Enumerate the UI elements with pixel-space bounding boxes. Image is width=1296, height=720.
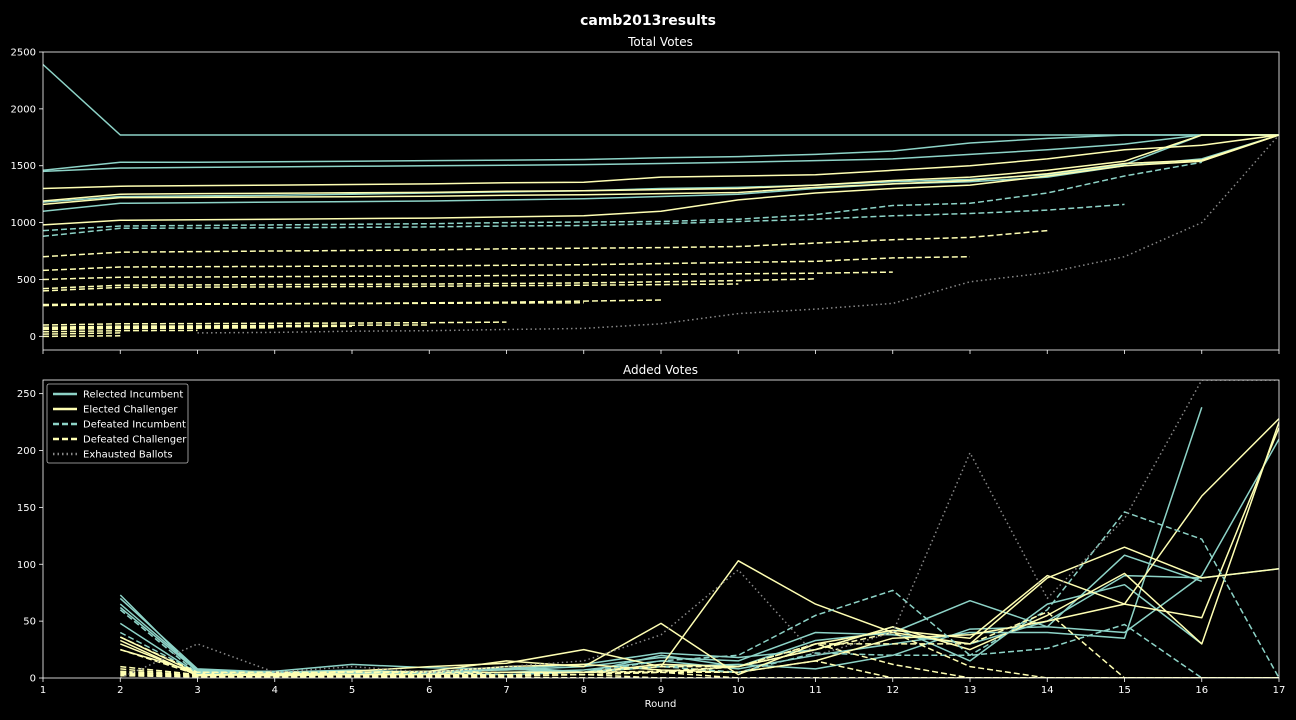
figure-title: camb2013results	[580, 13, 716, 29]
x-tick-label: 2	[117, 685, 123, 696]
series-line-defeated-incumbent-9	[43, 161, 1202, 232]
total-votes-plot-area: 0 500 1000 1500 2000 2500	[11, 48, 1280, 354]
series-line-defeated-challenger-11	[119, 611, 1279, 678]
y-tick-label: 2000	[11, 104, 36, 115]
x-tick-label: 9	[658, 685, 664, 696]
y-tick-label: 1000	[11, 218, 36, 229]
legend-label: Defeated Challenger	[83, 435, 187, 446]
added-votes-title: Added Votes	[623, 363, 698, 377]
series-line-defeated-incumbent-10	[119, 511, 1279, 678]
series-line-defeated-challenger-16	[120, 671, 1279, 678]
series-line-elected-challenger-7	[43, 134, 1279, 206]
series-line-defeated-challenger-24	[43, 335, 121, 338]
series-line-defeated-challenger-12	[43, 255, 971, 272]
series-line-elected-challenger-5	[43, 134, 1279, 190]
series-line-defeated-challenger-11	[43, 229, 1048, 258]
legend-label: Elected Challenger	[83, 405, 178, 416]
series-line-exhausted-ballots-20	[119, 380, 1279, 678]
series-line-exhausted-ballots-25	[197, 134, 1279, 334]
series-line-relected-incumbent-2	[43, 134, 1279, 173]
y-tick-label: 2500	[11, 48, 36, 59]
x-tick-label: 12	[886, 685, 899, 696]
x-tick-label: 1	[40, 685, 46, 696]
x-tick-label: 10	[732, 685, 745, 696]
x-tick-label: 6	[426, 685, 432, 696]
series-line-defeated-challenger-17	[43, 302, 584, 306]
x-tick-label: 3	[194, 685, 200, 696]
y-tick-label: 250	[17, 389, 36, 400]
x-tick-label: 8	[581, 685, 587, 696]
y-tick-label: 150	[17, 503, 36, 514]
legend-label: Defeated Incumbent	[83, 420, 186, 431]
x-tick-label: 16	[1195, 685, 1208, 696]
series-line-defeated-challenger-18	[43, 321, 507, 326]
series-line-defeated-challenger-22	[43, 329, 198, 333]
series-line-relected-incumbent-3	[43, 134, 1279, 203]
series-line-elected-challenger-8	[43, 134, 1279, 226]
x-tick-label: 17	[1273, 685, 1286, 696]
x-axis-label: Round	[645, 699, 677, 710]
series-group	[43, 63, 1279, 338]
x-tick-label: 14	[1041, 685, 1054, 696]
series-line-elected-challenger-6	[43, 134, 1279, 202]
x-tick-label: 4	[272, 685, 278, 696]
legend-label: Exhausted Ballots	[83, 450, 173, 461]
y-tick-label: 100	[17, 560, 36, 571]
y-tick-label: 50	[23, 617, 36, 628]
x-tick-label: 5	[349, 685, 355, 696]
total-votes-chart: Total Votes 0 500 1000 1500 2000 2500	[11, 35, 1280, 354]
y-tick-label: 200	[17, 446, 36, 457]
series-line-relected-incumbent-1	[43, 134, 1279, 172]
y-tick-label: 0	[30, 674, 36, 685]
series-line-defeated-challenger-15	[43, 283, 739, 292]
y-tick-label: 1500	[11, 161, 36, 172]
x-tick-label: 11	[809, 685, 822, 696]
legend-label: Relected Incumbent	[83, 390, 183, 401]
legend: Relected Incumbent Elected Challenger Defe…	[46, 383, 189, 464]
y-tick-label: 0	[30, 332, 36, 343]
series-line-relected-incumbent-3	[119, 583, 1203, 672]
x-tick-label: 15	[1118, 685, 1131, 696]
series-line-relected-incumbent-0	[43, 63, 1279, 136]
series-line-defeated-challenger-23	[43, 332, 121, 335]
series-line-defeated-challenger-19	[120, 674, 1279, 678]
series-line-defeated-challenger-13	[120, 643, 1279, 678]
series-line-defeated-challenger-20	[43, 325, 353, 330]
y-tick-label: 500	[17, 275, 36, 286]
x-tick-label: 13	[964, 685, 977, 696]
series-line-defeated-incumbent-10	[43, 203, 1125, 238]
series-line-defeated-challenger-14	[43, 278, 816, 290]
series-line-defeated-challenger-21	[43, 327, 275, 331]
series-line-defeated-challenger-19	[43, 324, 430, 329]
x-tick-label: 7	[503, 685, 509, 696]
series-line-defeated-challenger-13	[43, 271, 893, 281]
total-votes-title: Total Votes	[627, 35, 693, 49]
legend-frame	[46, 383, 189, 464]
series-group	[119, 380, 1279, 678]
